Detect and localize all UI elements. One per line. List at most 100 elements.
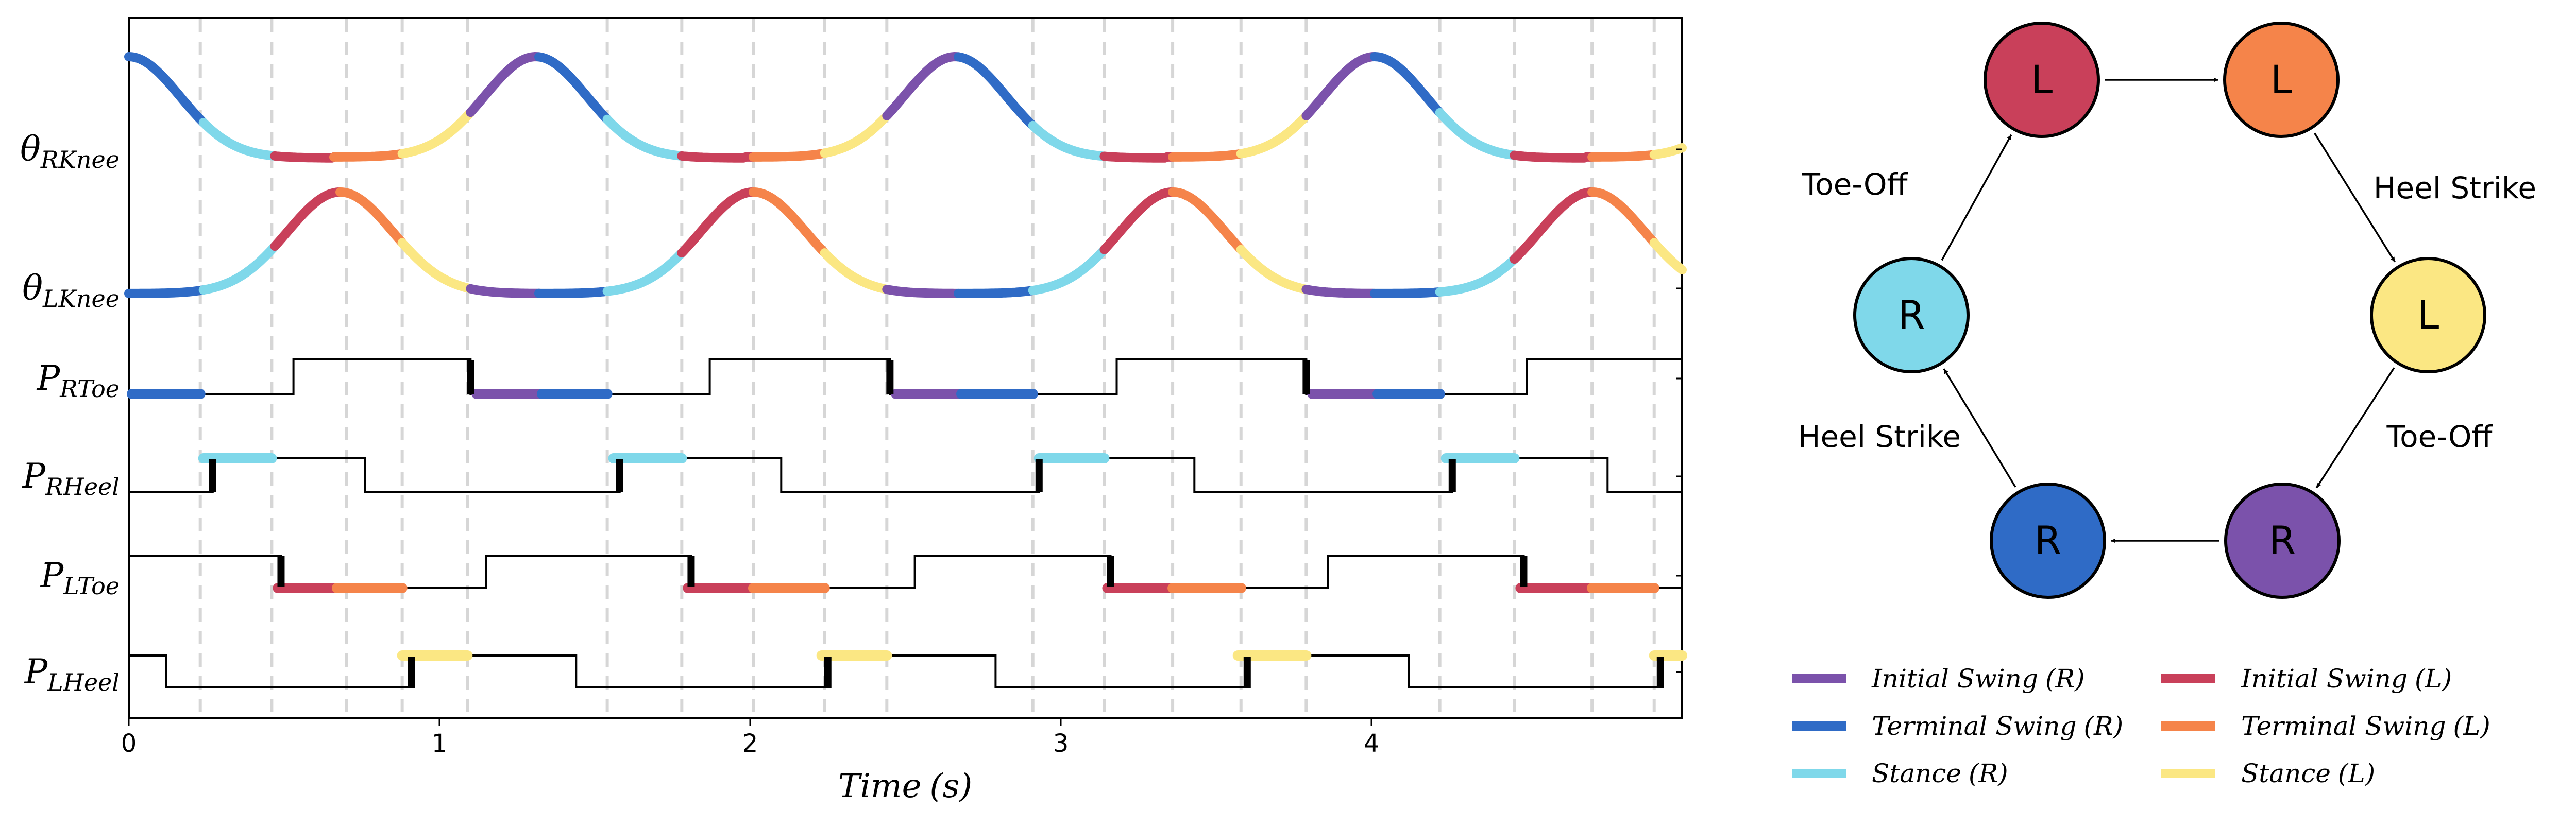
state-node-circle [2223, 22, 2340, 138]
trace-segment [602, 114, 687, 161]
p-lheel-signal [129, 654, 1682, 688]
trace-segment [1435, 254, 1519, 297]
row-label-rtoe: PRToe [37, 358, 120, 403]
trace-segment [954, 286, 1038, 298]
trace-segment [1510, 187, 1597, 264]
edge-label-heel-strike-left: Heel Strike [2374, 170, 2536, 205]
row-label-rknee: θRKnee [20, 129, 120, 174]
trace-segment [270, 187, 345, 251]
trace-segment [820, 111, 892, 158]
plot-frame [128, 17, 1683, 719]
trace-segment [677, 151, 758, 163]
trace-segment [534, 52, 612, 124]
x-tick-label: 1 [432, 729, 448, 758]
trace-segment [534, 286, 612, 298]
trace-segment [1099, 151, 1178, 163]
state-transitions [1941, 77, 2396, 543]
trace-segment [124, 285, 208, 298]
trace-segment [1168, 149, 1246, 162]
legend-label: Terminal Swing (R) [1872, 711, 2123, 741]
trace-segment [1510, 150, 1597, 163]
x-axis-ticks: 0 1 2 3 4 [121, 718, 1380, 758]
trace-segment [954, 52, 1038, 130]
state-node-initial-swing-r: R [2224, 483, 2341, 599]
state-node-stance-l: L [2370, 257, 2486, 373]
trace-segment [124, 52, 208, 127]
state-node-circle [1853, 257, 1970, 373]
trace-segment [882, 285, 963, 298]
transition-arrow [1941, 134, 2012, 261]
signal-traces [124, 52, 1687, 688]
legend-label: Stance (L) [2241, 759, 2375, 788]
trace-segment [329, 149, 407, 162]
p-rtoe-signal [129, 358, 1682, 395]
trace-segment [1370, 287, 1445, 298]
trace-segment [1301, 52, 1379, 120]
trace-segment [270, 151, 338, 163]
legend-entry-stance-r: Stance (R) [1792, 759, 2008, 788]
trace-segment [198, 118, 280, 161]
trace-segment [882, 52, 963, 120]
trace-segment [1028, 120, 1109, 161]
trace-segment [1236, 245, 1311, 294]
trace-segment [397, 238, 476, 294]
legend-entry-initial-swing-l: Initial Swing (L) [2161, 664, 2452, 694]
row-label-ltoe: PLToe [40, 556, 120, 600]
x-tick-label: 3 [1053, 729, 1069, 758]
legend-label: Initial Swing (L) [2241, 664, 2452, 694]
state-node-initial-swing-l: L [1984, 22, 2100, 138]
state-node-label: L [2031, 57, 2053, 102]
legend-label: Stance (R) [1872, 759, 2008, 788]
trace-segment [1028, 245, 1109, 296]
x-tick-label: 4 [1364, 729, 1380, 758]
x-tick-label: 2 [742, 729, 758, 758]
state-nodes: L L L R R R [1853, 22, 2486, 599]
row-label-lknee: θLKnee [22, 268, 120, 313]
trace-segment [1301, 285, 1379, 298]
trace-segment [677, 187, 758, 258]
legend-entry-initial-swing-r: Initial Swing (R) [1792, 664, 2085, 694]
legend-entry-terminal-swing-r: Terminal Swing (R) [1792, 711, 2123, 741]
trace-segment [1370, 52, 1445, 117]
x-axis-title-main: Time [838, 767, 922, 805]
trace-segment [820, 248, 892, 294]
transition-arrow [2314, 132, 2396, 263]
x-axis-title: Time (s) [838, 767, 973, 805]
trace-segment [1435, 108, 1519, 160]
x-axis-title-unit: (s) [929, 767, 972, 805]
state-node-circle [2224, 483, 2341, 599]
phase-legend: Initial Swing (R) Initial Swing (L) Terminal… [1792, 664, 2490, 788]
legend-entry-stance-l: Stance (L) [2161, 759, 2375, 788]
state-node-label: R [1898, 292, 1925, 338]
trace-segment [1099, 187, 1178, 254]
state-node-terminal-swing-r: R [1990, 483, 2106, 599]
transition-arrow [2315, 367, 2395, 489]
trace-segment [198, 242, 280, 295]
state-node-label: R [2269, 518, 2296, 563]
state-node-circle [2370, 257, 2486, 373]
gait-timing-plot: θRKnee θLKnee PRToe PRHeel PLToe PLHeel 0 1 2 3 4… [20, 17, 1687, 805]
state-node-circle [1990, 483, 2106, 599]
trace-segment [335, 187, 407, 248]
state-node-terminal-swing-l: L [2223, 22, 2340, 138]
x-tick-label: 0 [121, 729, 137, 758]
row-labels: θRKnee θLKnee PRToe PRHeel PLToe PLHeel [20, 129, 1682, 696]
trace-segment [1587, 150, 1659, 162]
trace-segment [1587, 187, 1659, 248]
state-node-stance-r: R [1853, 257, 1970, 373]
trace-segment [466, 52, 544, 117]
phase-boundary-lines [198, 19, 1656, 717]
state-node-circle [1984, 22, 2100, 138]
trace-segment [466, 284, 544, 298]
trace-segment [1236, 111, 1311, 159]
legend-label: Initial Swing (R) [1871, 664, 2085, 694]
trace-segment [602, 248, 687, 296]
trace-segment [1649, 238, 1687, 274]
state-node-label: L [2417, 292, 2439, 338]
edge-label-heel-strike-right: Heel Strike [1798, 419, 1961, 454]
trace-segment [397, 108, 476, 159]
legend-label: Terminal Swing (L) [2241, 711, 2490, 741]
state-node-label: L [2270, 57, 2292, 102]
trace-segment [749, 187, 829, 258]
